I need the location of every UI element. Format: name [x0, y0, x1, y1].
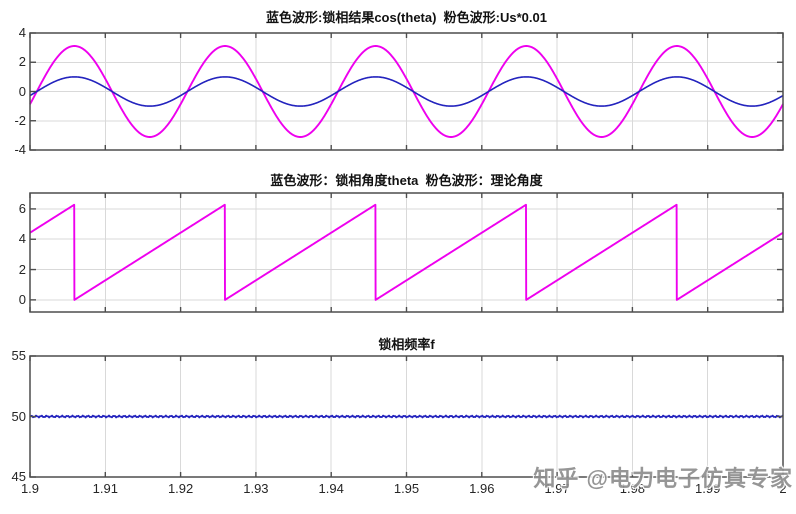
- subplot2-ytick-label: 4: [18, 231, 26, 247]
- subplot1-ytick-label: 2: [18, 54, 26, 70]
- subplot1-ytick-label: 4: [18, 25, 26, 40]
- x-tick-label: 1.92: [167, 481, 194, 496]
- subplot2-ytick-label: 0: [18, 291, 26, 307]
- watermark: 知乎 @电力电子仿真专家: [533, 466, 793, 491]
- subplot3-ytick-label: 45: [11, 469, 26, 484]
- x-tick-label: 1.94: [318, 481, 344, 496]
- x-tick-label: 1.95: [393, 481, 420, 496]
- x-tick-label: 1.96: [469, 481, 495, 496]
- subplot3-ytick-label: 55: [11, 348, 26, 363]
- subplot2-ytick-label: 2: [18, 261, 26, 277]
- x-tick-label: 1.9: [20, 481, 40, 496]
- subplot1-ytick-label: 0: [18, 83, 26, 99]
- subplot1-ytick-label: -4: [14, 142, 26, 157]
- us-scaled-line: [29, 45, 784, 138]
- subplot1-ytick-label: -2: [14, 112, 26, 128]
- theta-sawtooth-line: [29, 203, 784, 301]
- x-tick-label: 1.98: [619, 481, 646, 496]
- subplot3-ytick-label: 50: [11, 408, 26, 424]
- x-tick-label: 1.91: [92, 481, 118, 496]
- x-tick-label: 2: [779, 481, 787, 496]
- x-tick-label: 1.93: [243, 481, 269, 496]
- subplot2-ytick-label: 6: [18, 200, 26, 216]
- pll-frequency-line: [29, 414, 784, 419]
- pll-cos-theta-line: [29, 76, 784, 107]
- subplot1-title: 蓝色波形:锁相结果cos(theta) 粉色波形:Us*0.01: [266, 10, 547, 25]
- subplot3-title: 锁相频率f: [378, 337, 435, 352]
- x-tick-label: 1.99: [695, 481, 721, 496]
- x-tick-label: 1.97: [544, 481, 570, 496]
- subplot2-title: 蓝色波形：锁相角度theta 粉色波形：理论角度: [270, 173, 543, 188]
